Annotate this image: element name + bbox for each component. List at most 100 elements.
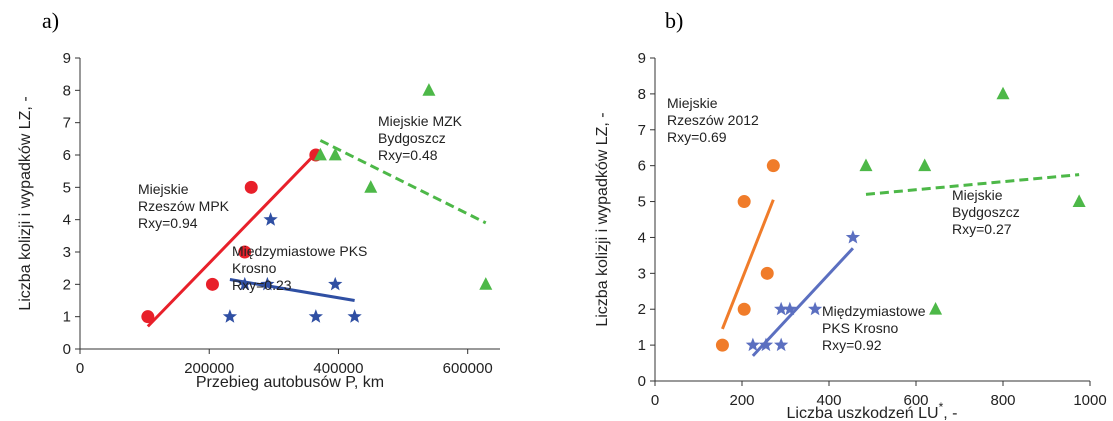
annotation-label: Miejskie Rzeszów 2012 Rxy=0.69 xyxy=(667,95,759,145)
trend-line-circle xyxy=(721,199,775,330)
annotation-line: Rxy=0.69 xyxy=(667,129,727,145)
x-axis-label-main: Przebieg autobusów P, km xyxy=(196,374,384,391)
y-tick-label: 3 xyxy=(63,244,71,261)
data-point-triangle xyxy=(918,158,932,172)
panel-label: b) xyxy=(665,8,683,33)
annotation-line: Miejskie MZK xyxy=(378,113,463,129)
data-point-triangle xyxy=(328,147,342,161)
data-point-triangle xyxy=(422,83,436,96)
data-point-circle xyxy=(760,266,774,280)
y-tick-label: 2 xyxy=(638,301,646,318)
x-tick-label: 400 xyxy=(816,392,841,409)
annotation-line: Miejskie xyxy=(952,187,1003,203)
y-axis-label: Liczba kolizji i wypadków LZ, - xyxy=(17,96,34,310)
data-point-star xyxy=(782,301,797,316)
x-tick-label: 200000 xyxy=(184,360,234,377)
annotation-line: PKS Krosno xyxy=(822,320,898,336)
y-tick-label: 4 xyxy=(63,212,71,229)
trend-line-triangle xyxy=(319,139,487,225)
data-point-circle xyxy=(141,310,155,324)
y-tick-label: 7 xyxy=(638,122,646,139)
data-point-triangle xyxy=(859,158,873,172)
x-axis-label-main: Liczba uszkodzeń LU xyxy=(787,405,939,421)
panel-label: a) xyxy=(42,8,59,33)
data-point-star xyxy=(745,337,761,352)
annotation-line: Miejskie xyxy=(138,181,189,197)
annotation-label: Międzymiastowe PKS Krosno Rxy=0.92 xyxy=(822,303,926,353)
annotation-label: Miejskie MZK Bydgoszcz Rxy=0.48 xyxy=(378,113,463,163)
y-tick-label: 0 xyxy=(638,373,646,390)
data-point-circle xyxy=(244,180,258,194)
data-point-star xyxy=(237,276,252,291)
annotation-line: Międzymiastowe PKS xyxy=(232,243,367,259)
data-point-star xyxy=(774,301,789,316)
data-point-star xyxy=(845,229,861,244)
y-tick-label: 8 xyxy=(63,82,71,99)
chart-panel-a: a) 0 1 2 3 4 5 6 7 8 9 0 200000 400000 600000 Przebieg … xyxy=(17,8,500,391)
y-tick-label: 3 xyxy=(638,265,646,282)
y-tick-label: 6 xyxy=(638,158,646,175)
y-tick-label: 2 xyxy=(63,276,71,293)
x-axis-label-superscript: * xyxy=(939,400,944,414)
y-tick-label: 0 xyxy=(63,341,71,358)
x-tick-label: 400000 xyxy=(313,360,363,377)
annotation-line: Rxy=0.23 xyxy=(232,277,292,293)
y-tick-label: 1 xyxy=(638,337,646,354)
data-point-star xyxy=(308,309,323,323)
y-tick-label: 6 xyxy=(63,147,71,164)
x-axis-label: Przebieg autobusów P, km xyxy=(196,374,384,391)
data-point-triangle xyxy=(479,277,493,290)
trend-line-circle xyxy=(146,152,317,328)
annotation-line: Bydgoszcz xyxy=(952,204,1020,220)
data-point-circle xyxy=(766,159,780,173)
data-point-star xyxy=(347,309,362,323)
y-axis-label: Liczba kolizji i wypadków LZ, - xyxy=(594,112,611,326)
data-point-triangle xyxy=(313,147,327,161)
x-tick-label: 0 xyxy=(651,392,659,409)
data-point-triangle xyxy=(1072,194,1086,207)
data-point-circle xyxy=(737,302,751,316)
annotation-line: Bydgoszcz xyxy=(378,130,446,146)
annotation-line: Krosno xyxy=(232,260,277,276)
annotation-line: Miejskie xyxy=(667,95,718,111)
x-tick-label: 600 xyxy=(903,392,928,409)
data-point-star xyxy=(758,337,774,352)
x-tick-label: 1000 xyxy=(1073,392,1106,409)
x-axis-label: Liczba uszkodzeń LU*, - xyxy=(787,400,958,421)
annotation-label: Międzymiastowe PKS Krosno Rxy=0.23 xyxy=(232,243,367,293)
annotation-line: Rzeszów 2012 xyxy=(667,112,759,128)
y-tick-label: 5 xyxy=(638,194,646,211)
x-tick-label: 200 xyxy=(729,392,754,409)
annotation-label: Miejskie Bydgoszcz Rxy=0.27 xyxy=(952,187,1020,237)
x-tick-label: 800 xyxy=(990,392,1015,409)
annotation-label: Miejskie Rzeszów MPK Rxy=0.94 xyxy=(138,181,230,231)
y-tick-label: 7 xyxy=(63,115,71,132)
data-point-circle xyxy=(238,245,252,259)
data-point-triangle xyxy=(929,302,943,315)
data-point-circle xyxy=(737,195,751,209)
data-point-star xyxy=(328,276,343,291)
data-point-star xyxy=(260,276,275,291)
y-tick-label: 9 xyxy=(63,50,71,67)
annotation-line: Rxy=0.94 xyxy=(138,215,198,231)
y-tick-label: 5 xyxy=(63,179,71,196)
x-tick-label: 600000 xyxy=(443,360,493,377)
annotation-line: Rxy=0.48 xyxy=(378,147,438,163)
data-point-star xyxy=(222,309,238,323)
trend-line-star xyxy=(751,247,855,357)
data-point-triangle xyxy=(364,180,378,193)
annotation-line: Rxy=0.92 xyxy=(822,337,882,353)
annotation-line: Rzeszów MPK xyxy=(138,198,230,214)
chart-panel-b: b) 0 1 2 3 4 5 6 7 8 9 0 200 400 600 800 1000 Liczba uszk… xyxy=(594,8,1107,421)
data-point-star xyxy=(263,212,278,226)
annotation-line: Rxy=0.27 xyxy=(952,221,1012,237)
trend-line-triangle xyxy=(865,173,1080,196)
data-point-star xyxy=(774,337,789,352)
data-point-circle xyxy=(205,277,219,291)
y-tick-label: 1 xyxy=(63,309,71,326)
x-axis-label-suffix: , - xyxy=(943,405,957,421)
data-point-triangle xyxy=(996,86,1010,100)
x-tick-label: 0 xyxy=(76,360,84,377)
y-tick-label: 9 xyxy=(638,50,646,67)
